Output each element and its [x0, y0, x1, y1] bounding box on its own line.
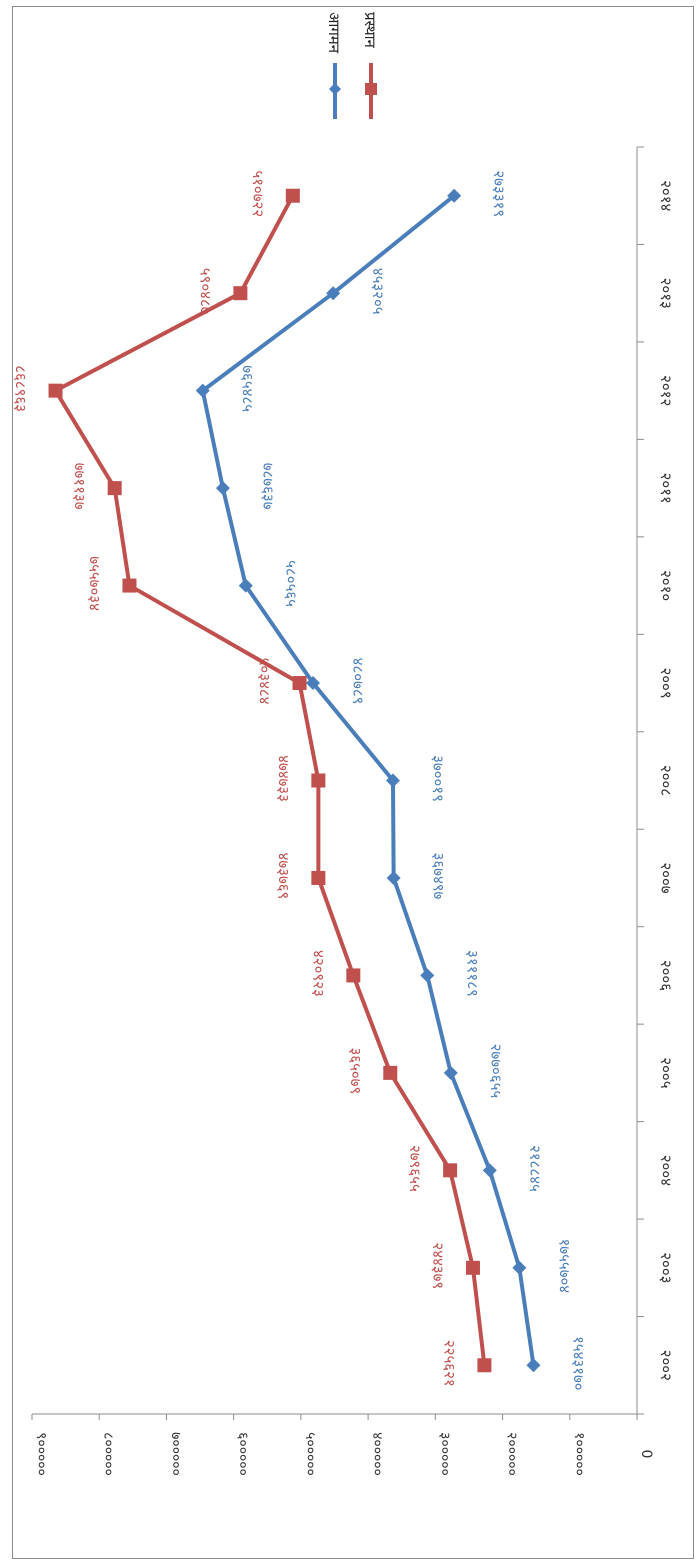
series-marker-diamond — [420, 968, 435, 983]
series-marker-diamond — [526, 1358, 541, 1373]
series-marker-square — [233, 286, 248, 301]
series-marker-square — [285, 188, 300, 203]
value-tick-label: ३००००० — [436, 1432, 452, 1476]
data-label: ४८०७८९ — [349, 658, 367, 705]
data-label: ३७००१९ — [429, 755, 447, 802]
value-tick-label: ५००००० — [302, 1432, 318, 1476]
series-marker-diamond — [482, 1163, 497, 1178]
data-label: २७९६५५ — [406, 1145, 424, 1192]
category-tick-label: २००६ — [657, 960, 675, 991]
legend-marker-square — [365, 83, 377, 95]
data-label: ५१०७२२ — [249, 170, 267, 217]
series-marker-diamond — [305, 676, 320, 691]
data-label: ३१११८९ — [463, 950, 481, 997]
series-marker-square — [311, 870, 326, 885]
value-tick-label: ७००००० — [167, 1432, 183, 1476]
value-tick-label: १००००० — [571, 1432, 587, 1476]
data-label: १७५५७०४ — [555, 1239, 573, 1294]
legend-marker-diamond — [329, 83, 341, 95]
data-label: १५४३१७० — [569, 1336, 587, 1391]
series-marker-diamond — [512, 1260, 527, 1275]
series-marker-square — [465, 1260, 480, 1275]
line-chart: २००२ २००३ २००४ २००५ २००६ २००७ २००८ २००९ २०१० २०११… — [13, 12, 675, 1476]
data-label: ७५५७०३४ — [85, 556, 103, 611]
category-tick-label: २००२ — [657, 1350, 675, 1381]
data-label: ४७४७३३ — [274, 755, 292, 802]
category-tick-label: २०१२ — [657, 375, 675, 406]
series-marker-square — [383, 1065, 398, 1080]
data-label: ७७११३७ — [71, 463, 89, 510]
data-label: ४५३२०५ — [369, 268, 387, 315]
category-tick-label: २००९ — [657, 667, 675, 698]
data-label: ४७३७६९ — [274, 853, 292, 900]
series-marker-diamond — [447, 188, 462, 203]
series-marker-square — [346, 968, 361, 983]
series-marker-diamond — [385, 773, 400, 788]
category-tick-label: २००५ — [657, 1057, 675, 1088]
data-label: ७८७६३७ — [259, 463, 277, 510]
category-tick-label: २०१३ — [657, 278, 675, 309]
series-marker-diamond — [386, 870, 401, 885]
legend-label: आगमन — [325, 12, 343, 54]
data-label: ४२०९२३ — [309, 950, 327, 997]
category-tick-label: २०१४ — [657, 180, 675, 211]
value-tick-label: 0 — [638, 1450, 654, 1459]
data-label: ५९०४८७ — [196, 268, 214, 315]
series-marker-square — [122, 578, 137, 593]
category-tick-label: २००८ — [657, 765, 675, 796]
value-tick-label: ९००००० — [33, 1432, 49, 1476]
series-marker-square — [311, 773, 326, 788]
data-label: ५०३४८४ — [256, 658, 274, 705]
data-label: ८६८९६३ — [13, 365, 30, 412]
data-label: २१८८४५ — [526, 1145, 544, 1192]
data-label: ५८०५६५ — [282, 560, 300, 607]
legend-label: प्रस्थान — [361, 12, 379, 49]
value-tick-label: ६००००० — [235, 1432, 251, 1476]
data-label: २४४३७९ — [429, 1242, 447, 1289]
data-label: २२५६२१ — [440, 1340, 458, 1387]
series-marker-square — [292, 676, 307, 691]
category-tick-label: २००४ — [657, 1155, 675, 1186]
data-label: २७७०६५५ — [487, 1044, 505, 1099]
data-label: ३६७४९७ — [430, 853, 448, 900]
value-tick-label: ४००००० — [369, 1432, 385, 1476]
series-marker-diamond — [238, 578, 253, 593]
category-tick-label: २००७ — [657, 862, 675, 893]
data-label: २७३३१९ — [490, 170, 508, 217]
category-tick-label: २०१० — [657, 570, 675, 601]
series-marker-square — [443, 1163, 458, 1178]
chart-frame: २००२ २००३ २००४ २००५ २००६ २००७ २००८ २००९ २०१० २०११… — [12, 6, 694, 1559]
series-marker-diamond — [215, 481, 230, 496]
value-tick-label: २००००० — [504, 1432, 520, 1476]
category-tick-label: २०११ — [657, 473, 675, 504]
category-tick-label: २००३ — [657, 1252, 675, 1283]
series-marker-diamond — [195, 383, 210, 398]
series-marker-square — [477, 1358, 492, 1373]
data-label: ३६५०७९ — [346, 1047, 364, 1094]
value-tick-label: ८००००० — [100, 1432, 116, 1476]
series-marker-diamond — [326, 286, 341, 301]
series-marker-square — [107, 481, 122, 496]
series-marker-diamond — [443, 1065, 458, 1080]
data-label: ७६५४८५ — [239, 365, 257, 412]
series-marker-square — [48, 383, 63, 398]
